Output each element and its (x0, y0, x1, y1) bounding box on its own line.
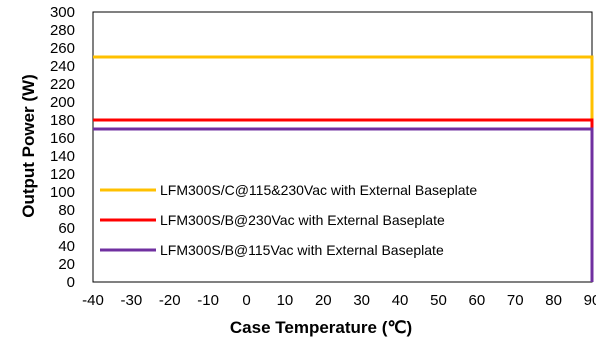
legend-label-3: LFM300S/B@115Vac with External Baseplate (160, 242, 444, 258)
x-tick-label: 50 (430, 292, 447, 309)
y-tick-label: 200 (50, 94, 75, 111)
x-tick-label: 30 (353, 292, 370, 309)
x-tick-label: 20 (315, 292, 332, 309)
x-tick-label: -10 (197, 292, 219, 309)
y-tick-label: 280 (50, 22, 75, 39)
x-tick-label: 0 (242, 292, 250, 309)
y-tick-labels: 0204060801001201401601802002202402602803… (50, 4, 75, 291)
y-tick-label: 60 (58, 220, 75, 237)
series-line-3 (93, 127, 594, 282)
x-tick-label: -30 (121, 292, 143, 309)
legend-label-2: LFM300S/B@230Vac with External Baseplate (160, 212, 445, 228)
x-axis-title: Case Temperature (℃) (230, 318, 412, 337)
y-tick-label: 20 (58, 256, 75, 273)
y-tick-label: 260 (50, 40, 75, 57)
y-tick-label: 220 (50, 76, 75, 93)
x-tick-label: -20 (159, 292, 181, 309)
x-tick-label: 10 (277, 292, 294, 309)
y-tick-label: 300 (50, 4, 75, 21)
y-tick-label: 140 (50, 148, 75, 165)
x-tick-label: 60 (469, 292, 486, 309)
y-tick-label: 100 (50, 184, 75, 201)
y-tick-label: 80 (58, 202, 75, 219)
x-tick-label: 70 (507, 292, 524, 309)
y-tick-label: 0 (67, 274, 75, 291)
y-tick-label: 180 (50, 112, 75, 129)
legend: LFM300S/C@115&230Vac with External Basep… (100, 182, 477, 258)
series-layer (93, 55, 594, 282)
x-tick-label: -40 (82, 292, 104, 309)
x-tick-label: 40 (392, 292, 409, 309)
x-tick-labels: -40 -30 -20 -10 0 10 20 30 40 50 60 70 80 90 (82, 292, 596, 309)
y-tick-label: 120 (50, 166, 75, 183)
y-tick-label: 40 (58, 238, 75, 255)
y-axis-title: Output Power (W) (19, 74, 38, 218)
x-tick-label: 90 (584, 292, 596, 309)
y-tick-label: 240 (50, 58, 75, 75)
y-tick-label: 160 (50, 130, 75, 147)
x-tick-label: 80 (545, 292, 562, 309)
legend-label-1: LFM300S/C@115&230Vac with External Basep… (160, 182, 477, 198)
